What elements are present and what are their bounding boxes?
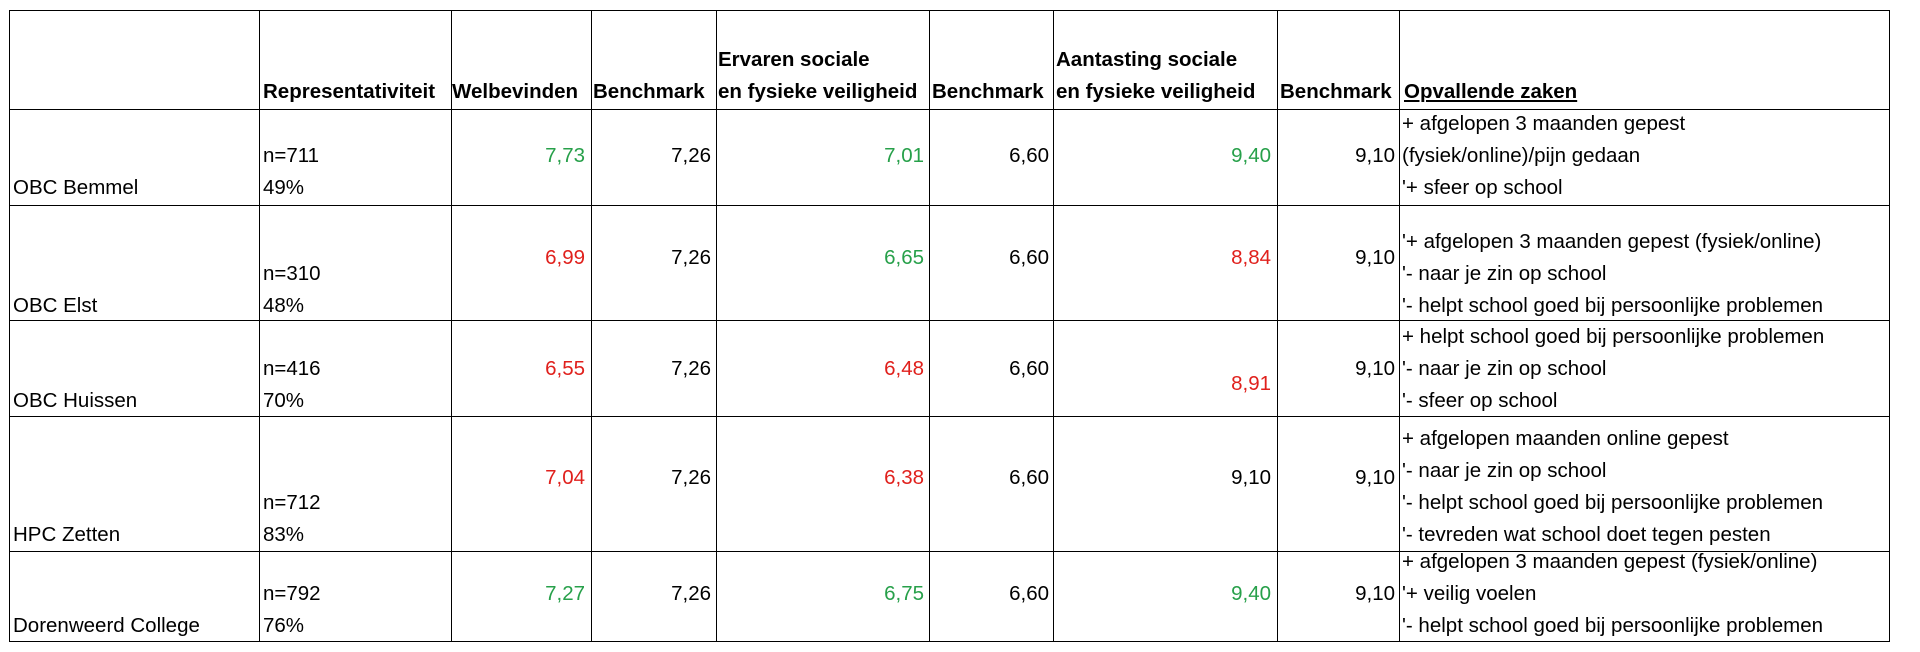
header-aantasting-line1: Aantasting sociale: [1056, 48, 1238, 71]
benchmark-ervaren: 6,60: [1009, 246, 1049, 269]
school-name: Dorenweerd College: [13, 614, 200, 637]
aantasting-veiligheid-score: 9,40: [1231, 582, 1271, 605]
header-benchmark-1: Benchmark: [593, 80, 705, 103]
opvallende-zaak: + helpt school goed bij persoonlijke pro…: [1402, 325, 1825, 348]
benchmark-welbevinden: 7,26: [671, 357, 711, 380]
opvallende-zaak: '- naar je zin op school: [1402, 459, 1607, 482]
response-percentage: 83%: [263, 523, 305, 546]
opvallende-zaak: + afgelopen 3 maanden gepest: [1402, 112, 1686, 135]
aantasting-veiligheid-score: 8,91: [1231, 372, 1271, 395]
benchmark-aantasting: 9,10: [1355, 246, 1395, 269]
row-divider: [9, 205, 1890, 206]
benchmark-welbevinden: 7,26: [671, 466, 711, 489]
welbevinden-score: 6,99: [545, 246, 585, 269]
response-percentage: 48%: [263, 294, 305, 317]
header-representativiteit: Representativiteit: [263, 80, 436, 103]
header-benchmark-3: Benchmark: [1280, 80, 1392, 103]
column-divider: [1053, 10, 1054, 642]
school-name: OBC Bemmel: [13, 176, 139, 199]
benchmark-ervaren: 6,60: [1009, 582, 1049, 605]
welbevinden-score: 7,04: [545, 466, 585, 489]
benchmark-aantasting: 9,10: [1355, 466, 1395, 489]
opvallende-zaak: '- naar je zin op school: [1402, 357, 1607, 380]
aantasting-veiligheid-score: 8,84: [1231, 246, 1271, 269]
sample-size: n=792: [263, 582, 321, 605]
row-divider: [9, 109, 1890, 110]
ervaren-veiligheid-score: 7,01: [884, 144, 924, 167]
row-divider: [9, 551, 1890, 552]
school-name: HPC Zetten: [13, 523, 121, 546]
header-benchmark-2: Benchmark: [932, 80, 1044, 103]
school-name: OBC Huissen: [13, 389, 138, 412]
benchmark-welbevinden: 7,26: [671, 246, 711, 269]
opvallende-zaak: '- naar je zin op school: [1402, 262, 1607, 285]
response-percentage: 49%: [263, 176, 305, 199]
ervaren-veiligheid-score: 6,75: [884, 582, 924, 605]
row-divider: [9, 10, 1890, 11]
ervaren-veiligheid-score: 6,38: [884, 466, 924, 489]
header-opvallende-zaken: Opvallende zaken: [1404, 80, 1578, 103]
opvallende-zaak: + afgelopen maanden online gepest: [1402, 427, 1729, 450]
aantasting-veiligheid-score: 9,40: [1231, 144, 1271, 167]
welbevinden-score: 6,55: [545, 357, 585, 380]
benchmark-aantasting: 9,10: [1355, 144, 1395, 167]
sample-size: n=711: [263, 144, 320, 167]
opvallende-zaak: (fysiek/online)/pijn gedaan: [1402, 144, 1641, 167]
benchmark-welbevinden: 7,26: [671, 582, 711, 605]
opvallende-zaak: '+ sfeer op school: [1402, 176, 1563, 199]
welbevinden-score: 7,27: [545, 582, 585, 605]
row-divider: [9, 320, 1890, 321]
opvallende-zaak: '- helpt school goed bij persoonlijke pr…: [1402, 614, 1824, 637]
sample-size: n=712: [263, 491, 321, 514]
ervaren-veiligheid-score: 6,65: [884, 246, 924, 269]
benchmark-ervaren: 6,60: [1009, 144, 1049, 167]
sample-size: n=416: [263, 357, 321, 380]
column-divider: [929, 10, 930, 642]
column-divider: [1277, 10, 1278, 642]
header-welbevinden: Welbevinden: [452, 80, 579, 103]
opvallende-zaak: '- sfeer op school: [1402, 389, 1558, 412]
header-ervaren-line2: en fysieke veiligheid: [718, 80, 918, 103]
row-divider: [9, 641, 1890, 642]
header-aantasting-line2: en fysieke veiligheid: [1056, 80, 1256, 103]
row-divider: [9, 416, 1890, 417]
header-ervaren-line1: Ervaren sociale: [718, 48, 870, 71]
column-divider: [451, 10, 452, 642]
response-percentage: 76%: [263, 614, 305, 637]
opvallende-zaak: '+ afgelopen 3 maanden gepest (fysiek/on…: [1402, 230, 1822, 253]
benchmark-aantasting: 9,10: [1355, 357, 1395, 380]
column-divider: [591, 10, 592, 642]
ervaren-veiligheid-score: 6,48: [884, 357, 924, 380]
opvallende-zaak: + afgelopen 3 maanden gepest (fysiek/onl…: [1402, 550, 1818, 573]
column-divider: [259, 10, 260, 642]
opvallende-zaak: '- helpt school goed bij persoonlijke pr…: [1402, 491, 1824, 514]
benchmark-aantasting: 9,10: [1355, 582, 1395, 605]
aantasting-veiligheid-score: 9,10: [1231, 466, 1271, 489]
column-divider: [9, 10, 10, 642]
benchmark-ervaren: 6,60: [1009, 466, 1049, 489]
response-percentage: 70%: [263, 389, 305, 412]
opvallende-zaak: '+ veilig voelen: [1402, 582, 1537, 605]
school-name: OBC Elst: [13, 294, 98, 317]
benchmark-welbevinden: 7,26: [671, 144, 711, 167]
opvallende-zaak: '- helpt school goed bij persoonlijke pr…: [1402, 294, 1824, 317]
column-divider: [1399, 10, 1400, 642]
column-divider: [1889, 10, 1890, 642]
benchmark-ervaren: 6,60: [1009, 357, 1049, 380]
welbevinden-score: 7,73: [545, 144, 585, 167]
column-divider: [716, 10, 717, 642]
sample-size: n=310: [263, 262, 321, 285]
opvallende-zaak: '- tevreden wat school doet tegen pesten: [1402, 523, 1771, 546]
